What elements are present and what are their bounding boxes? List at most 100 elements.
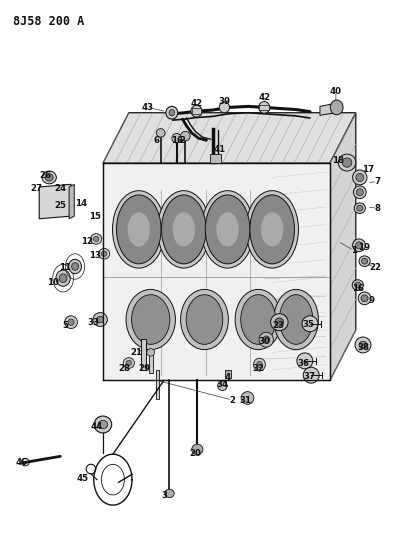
Text: 22: 22: [369, 263, 381, 272]
Ellipse shape: [42, 171, 57, 184]
Ellipse shape: [128, 212, 150, 247]
Ellipse shape: [123, 358, 134, 368]
Ellipse shape: [172, 133, 181, 143]
Ellipse shape: [361, 259, 368, 264]
Text: 38: 38: [357, 343, 369, 352]
Text: 42: 42: [258, 93, 270, 102]
Ellipse shape: [241, 392, 254, 405]
Ellipse shape: [354, 203, 365, 214]
Text: 16: 16: [170, 136, 182, 145]
Ellipse shape: [180, 289, 229, 350]
Ellipse shape: [116, 195, 161, 264]
Text: 25: 25: [55, 201, 66, 210]
Ellipse shape: [275, 318, 284, 326]
Polygon shape: [39, 184, 71, 219]
Ellipse shape: [59, 274, 67, 282]
Ellipse shape: [250, 195, 294, 264]
Text: 26: 26: [39, 171, 51, 180]
Ellipse shape: [180, 131, 190, 141]
Ellipse shape: [201, 191, 254, 268]
Ellipse shape: [352, 239, 365, 252]
Ellipse shape: [71, 263, 79, 270]
Text: 39: 39: [219, 96, 231, 106]
Polygon shape: [320, 103, 336, 115]
Text: 2: 2: [229, 395, 235, 405]
Ellipse shape: [352, 170, 367, 185]
Polygon shape: [103, 113, 356, 163]
Text: 40: 40: [330, 87, 342, 96]
Ellipse shape: [279, 295, 313, 344]
Text: 42: 42: [190, 99, 203, 108]
Ellipse shape: [94, 416, 112, 433]
Text: 8: 8: [375, 204, 381, 213]
Text: 8J58 200 A: 8J58 200 A: [13, 14, 85, 28]
Text: 43: 43: [142, 103, 154, 112]
Ellipse shape: [356, 189, 363, 196]
Ellipse shape: [246, 191, 298, 268]
Text: 31: 31: [239, 395, 251, 405]
Ellipse shape: [186, 295, 223, 344]
Text: 9: 9: [369, 296, 375, 305]
Ellipse shape: [217, 212, 239, 247]
Text: 41: 41: [214, 146, 226, 155]
Text: 12: 12: [81, 237, 93, 246]
Bar: [149, 352, 153, 373]
Text: 35: 35: [303, 320, 315, 329]
Ellipse shape: [56, 270, 70, 286]
Ellipse shape: [342, 158, 352, 167]
Ellipse shape: [166, 107, 178, 119]
Polygon shape: [330, 113, 356, 381]
Text: 28: 28: [119, 364, 131, 373]
Text: 34: 34: [217, 379, 229, 389]
Ellipse shape: [253, 358, 265, 371]
Text: 7: 7: [375, 177, 381, 186]
Ellipse shape: [355, 282, 361, 288]
Text: 36: 36: [297, 359, 309, 367]
Text: 14: 14: [75, 199, 87, 208]
Ellipse shape: [359, 341, 367, 349]
Ellipse shape: [169, 110, 174, 116]
Ellipse shape: [68, 319, 74, 325]
Ellipse shape: [355, 337, 371, 353]
Ellipse shape: [259, 332, 273, 347]
Ellipse shape: [132, 295, 170, 344]
Ellipse shape: [358, 292, 371, 305]
Ellipse shape: [205, 195, 250, 264]
Ellipse shape: [91, 233, 102, 244]
Text: 11: 11: [59, 263, 71, 272]
Polygon shape: [69, 184, 74, 219]
Text: 2: 2: [180, 136, 186, 145]
Ellipse shape: [93, 313, 107, 326]
Ellipse shape: [219, 102, 229, 113]
Ellipse shape: [297, 353, 313, 369]
Ellipse shape: [302, 316, 318, 332]
Ellipse shape: [101, 251, 107, 256]
Ellipse shape: [271, 314, 288, 330]
Ellipse shape: [259, 102, 270, 114]
Ellipse shape: [162, 195, 206, 264]
Text: 29: 29: [139, 364, 151, 373]
Text: 30: 30: [258, 337, 270, 346]
Ellipse shape: [356, 242, 363, 249]
Ellipse shape: [172, 212, 195, 247]
Text: 46: 46: [16, 458, 28, 467]
Ellipse shape: [338, 154, 356, 171]
Ellipse shape: [97, 317, 104, 322]
Text: 10: 10: [47, 278, 59, 287]
Text: 45: 45: [77, 474, 89, 483]
Text: 3: 3: [162, 491, 168, 500]
Polygon shape: [103, 163, 330, 381]
Ellipse shape: [156, 128, 165, 137]
Text: 1: 1: [351, 246, 357, 255]
Ellipse shape: [353, 186, 366, 199]
Ellipse shape: [241, 295, 276, 344]
Ellipse shape: [235, 289, 282, 350]
Ellipse shape: [192, 444, 203, 455]
Ellipse shape: [147, 349, 155, 356]
Bar: [141, 339, 146, 370]
Ellipse shape: [303, 367, 319, 383]
Ellipse shape: [69, 259, 81, 274]
Text: 37: 37: [304, 372, 316, 381]
Text: 33: 33: [87, 318, 99, 327]
Text: 32: 32: [252, 364, 264, 373]
